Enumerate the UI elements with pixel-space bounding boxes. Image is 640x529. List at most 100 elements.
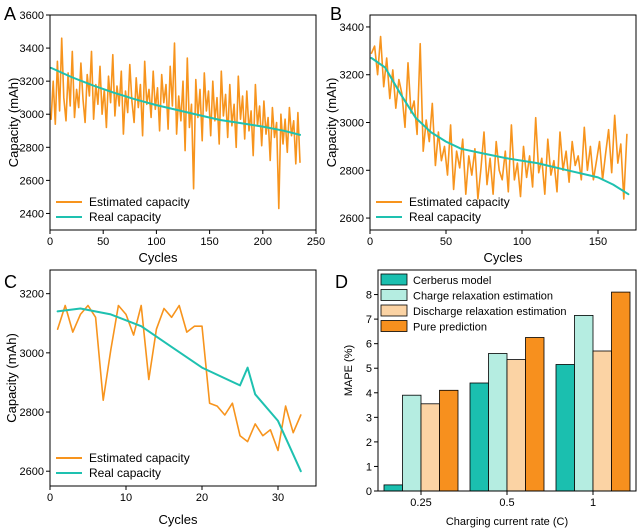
x-tick-label: 0	[47, 236, 53, 248]
bar-charge-0_5	[488, 353, 508, 492]
y-tick-label: 5	[366, 363, 372, 375]
bar-pure-0_25	[439, 389, 459, 492]
x-tick-label: 150	[589, 236, 607, 248]
x-tick-label: 50	[97, 236, 109, 248]
x-tick-label: 0	[47, 492, 53, 504]
y-tick-label: 3000	[20, 348, 44, 360]
x-axis-label: Charging current rate (C)	[446, 516, 568, 528]
y-tick-label: 0	[366, 486, 372, 498]
bar-discharge-1	[592, 350, 612, 492]
plot-area	[56, 304, 302, 473]
y-tick-label: 3200	[20, 289, 44, 301]
legend-label: Discharge relaxation estimation	[413, 306, 566, 318]
panel-letter: C	[4, 272, 17, 292]
y-tick-label: 3200	[340, 70, 364, 82]
legend-label: Real capacity	[409, 210, 481, 224]
legend: Cerberus model Charge relaxation estimati…	[380, 273, 566, 334]
y-tick-label: 3000	[20, 109, 44, 121]
x-tick-label: 1	[590, 497, 596, 509]
x-tick-label: 0	[367, 236, 373, 248]
y-axis-label: MAPE (%)	[343, 345, 355, 396]
y-tick-label: 6	[366, 339, 372, 351]
series-line-real	[370, 57, 630, 196]
x-tick-label: 0.5	[499, 497, 514, 509]
y-axis-label: Capacity (mAh)	[324, 78, 339, 168]
x-tick-label: 100	[513, 236, 531, 248]
bar-pure-0_5	[525, 337, 545, 492]
legend-label: Real capacity	[89, 210, 161, 224]
bar-charge-0_25	[402, 394, 422, 492]
panel-letter: D	[335, 272, 348, 292]
x-tick-label: 100	[147, 236, 165, 248]
y-tick-label: 2800	[340, 165, 364, 177]
plot-area	[370, 35, 630, 200]
x-tick-label: 30	[272, 492, 284, 504]
x-tick-label: 0.25	[410, 497, 431, 509]
panel-b: 0 50 100 150 2600 2800 3000 3200 3400 Cycles Capac…	[324, 4, 637, 265]
x-axis-label: Cycles	[483, 250, 523, 265]
legend-swatch-charge	[380, 289, 408, 301]
x-axis-label: Cycles	[158, 512, 198, 527]
legend-label: Charge relaxation estimation	[413, 291, 553, 303]
bar-cerberus-1	[555, 364, 575, 492]
bar-cerberus-0_5	[469, 382, 489, 492]
panel-letter: A	[4, 4, 16, 24]
y-tick-label: 2600	[20, 175, 44, 187]
panel-c: 0 10 20 30 2600 2800 3000 3200 Cycles Capacity (m…	[4, 269, 317, 527]
plot-frame	[377, 269, 637, 492]
bar-discharge-0_5	[506, 359, 526, 492]
y-tick-label: 8	[366, 290, 372, 302]
y-tick-label: 2600	[20, 466, 44, 478]
y-tick-label: 3600	[20, 10, 44, 22]
series-line-estimated	[370, 35, 628, 200]
bar-pure-1	[611, 291, 631, 492]
y-tick-label: 2	[366, 437, 372, 449]
bar-cerberus-0_25	[383, 484, 403, 492]
legend-label: Estimated capacity	[89, 195, 190, 209]
panel-d: 0.25 0.5 1 0 1 2 3 4 5 6 7 8 Charging current rate (…	[335, 269, 637, 528]
bar-discharge-0_25	[420, 403, 440, 492]
legend-label: Cerberus model	[413, 275, 491, 287]
x-tick-label: 200	[254, 236, 272, 248]
y-tick-label: 7	[366, 314, 372, 326]
y-tick-label: 1	[366, 461, 372, 473]
y-tick-label: 3	[366, 412, 372, 424]
series-line-estimated	[50, 37, 301, 210]
y-tick-label: 2800	[20, 407, 44, 419]
series-line-real	[56, 307, 302, 473]
legend-swatch-pure	[380, 320, 408, 332]
y-tick-label: 3000	[340, 118, 364, 130]
legend-label: Estimated capacity	[409, 195, 510, 209]
panel-a: 0 50 100 150 200 250 2400 2600 2800 3000 3200 3400 3…	[4, 4, 325, 265]
x-tick-label: 250	[307, 236, 325, 248]
panel-letter: B	[330, 4, 342, 24]
x-tick-label: 150	[200, 236, 218, 248]
x-axis-label: Cycles	[138, 250, 178, 265]
bar-charge-1	[574, 314, 594, 492]
legend-swatch-cerberus	[380, 273, 408, 286]
legend-label: Estimated capacity	[89, 451, 190, 465]
y-tick-label: 2800	[20, 142, 44, 154]
legend-swatch-discharge	[380, 304, 408, 317]
y-tick-label: 3400	[340, 22, 364, 34]
y-tick-label: 2400	[20, 208, 44, 220]
plot-frame	[49, 14, 317, 231]
y-tick-label: 2600	[340, 213, 364, 225]
legend-label: Pure prediction	[413, 322, 487, 334]
y-axis-label: Capacity (mAh)	[6, 78, 21, 168]
x-tick-label: 20	[196, 492, 208, 504]
series-line-real	[50, 66, 301, 136]
y-tick-label: 4	[366, 388, 372, 400]
y-axis-label: Capacity (mAh)	[4, 333, 19, 423]
series-line-estimated	[56, 304, 302, 452]
plot-area	[50, 37, 301, 210]
plot-frame	[49, 269, 317, 487]
legend-label: Real capacity	[89, 466, 161, 480]
y-tick-label: 3400	[20, 43, 44, 55]
x-tick-label: 10	[120, 492, 132, 504]
y-tick-label: 3200	[20, 76, 44, 88]
